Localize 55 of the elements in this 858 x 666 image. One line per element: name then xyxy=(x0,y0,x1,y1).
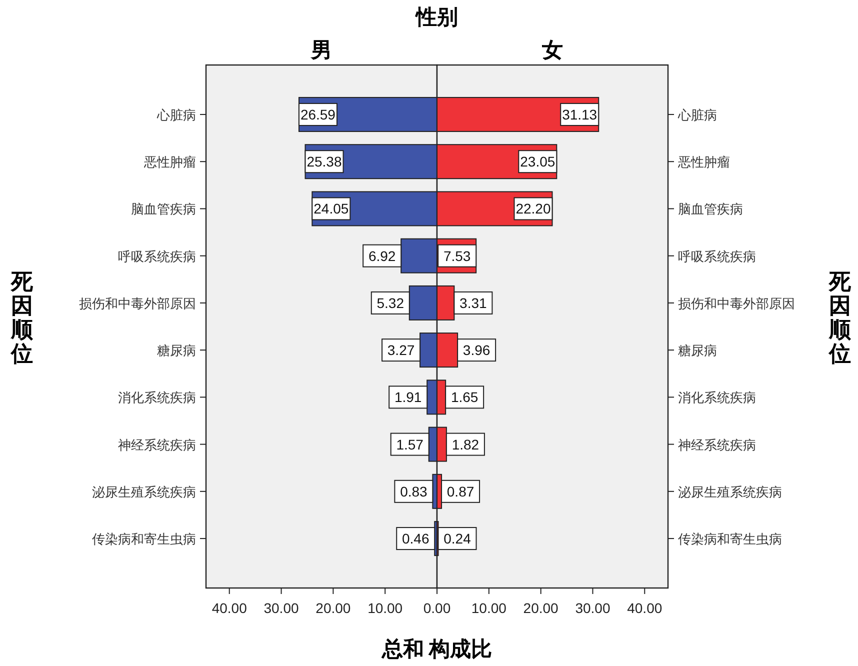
data-label: 23.05 xyxy=(520,154,556,170)
y-axis-title: 死因顺位 xyxy=(828,269,852,366)
x-tick-label: 20.00 xyxy=(523,600,559,616)
y-tick-label: 损伤和中毒外部原因 xyxy=(678,296,795,311)
x-tick-label: 40.00 xyxy=(212,600,248,616)
data-label: 6.92 xyxy=(368,248,396,264)
x-tick-label: 30.00 xyxy=(575,600,610,616)
data-label: 1.91 xyxy=(394,389,422,406)
data-label: 0.83 xyxy=(400,483,428,500)
data-label: 7.53 xyxy=(443,248,471,264)
data-label: 3.96 xyxy=(462,342,490,358)
x-tick-label: 10.00 xyxy=(471,600,507,616)
x-tick-label: 20.00 xyxy=(316,600,351,616)
x-tick-label: 30.00 xyxy=(264,600,299,616)
data-label: 1.65 xyxy=(450,389,478,406)
data-label: 26.59 xyxy=(300,106,336,122)
data-label: 3.31 xyxy=(460,294,488,311)
y-tick-label: 脑血管疾病 xyxy=(131,202,196,217)
y-tick-label: 神经系统疾病 xyxy=(118,437,196,452)
y-tick-label: 糖尿病 xyxy=(678,343,717,358)
y-tick-label: 呼吸系统疾病 xyxy=(678,248,756,264)
y-tick-label: 传染病和寄生虫病 xyxy=(678,532,782,547)
data-label: 25.38 xyxy=(306,154,342,170)
y-tick-label: 传染病和寄生虫病 xyxy=(92,532,196,547)
x-tick-label: 10.00 xyxy=(368,600,403,616)
y-tick-label: 糖尿病 xyxy=(157,343,196,358)
x-axis-title: 总和 构成比 xyxy=(380,637,492,661)
y-tick-label: 神经系统疾病 xyxy=(678,437,756,452)
text: 性别 xyxy=(414,5,458,29)
data-label: 31.13 xyxy=(562,106,598,122)
data-label: 3.27 xyxy=(387,342,415,358)
x-tick-label: 0.00 xyxy=(423,600,451,616)
data-label: 1.57 xyxy=(396,436,424,452)
x-tick-label: 40.00 xyxy=(627,600,662,616)
data-label: 0.46 xyxy=(402,530,430,547)
y-tick-label: 恶性肿瘤 xyxy=(677,154,730,170)
y-tick-label: 心脏病 xyxy=(677,107,717,122)
chart-title: 男 xyxy=(310,38,332,62)
y-tick-label: 脑血管疾病 xyxy=(678,202,743,217)
y-tick-label: 消化系统疾病 xyxy=(678,390,756,406)
data-label: 0.87 xyxy=(446,483,474,500)
y-tick-label: 心脏病 xyxy=(156,107,196,122)
data-label: 1.82 xyxy=(452,436,480,452)
y-tick-label: 损伤和中毒外部原因 xyxy=(79,296,196,311)
y-tick-label: 呼吸系统疾病 xyxy=(118,248,196,264)
y-tick-label: 泌尿生殖系统疾病 xyxy=(678,484,782,500)
y-tick-label: 泌尿生殖系统疾病 xyxy=(92,484,196,500)
data-label: 24.05 xyxy=(314,200,349,217)
y-axis-title: 死因顺位 xyxy=(10,269,34,366)
chart-title: 女 xyxy=(541,38,563,62)
y-tick-label: 恶性肿瘤 xyxy=(143,154,196,170)
data-label: 0.24 xyxy=(444,530,472,547)
data-label: 22.20 xyxy=(516,200,551,217)
data-label: 5.32 xyxy=(376,294,404,311)
y-tick-label: 消化系统疾病 xyxy=(118,390,196,406)
